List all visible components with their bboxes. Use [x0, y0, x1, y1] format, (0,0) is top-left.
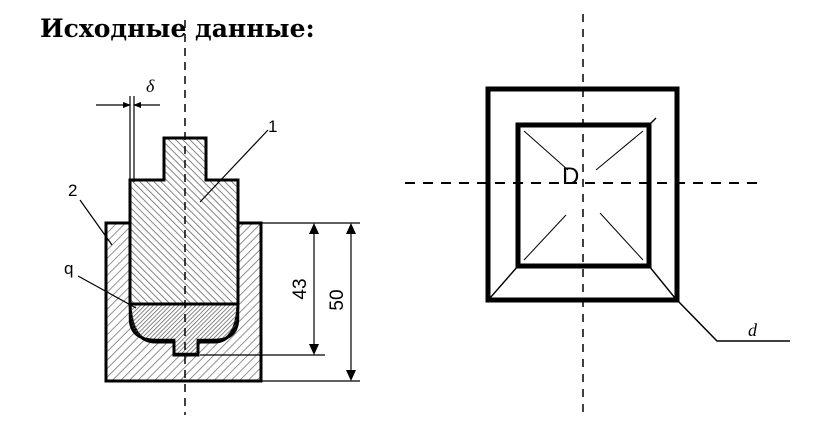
- diag-inner-tr: [595, 130, 644, 171]
- punch: [128, 136, 240, 306]
- dim-50-arrow-top: [346, 223, 356, 234]
- chamfer-br: [648, 265, 676, 299]
- part1-label: 1: [268, 117, 277, 136]
- dim-50-arrow-bottom: [346, 370, 356, 381]
- part2-label: 2: [68, 181, 77, 200]
- d-label: d: [748, 320, 758, 340]
- dim-50-label: 50: [327, 289, 348, 310]
- workpiece-layer: [128, 302, 240, 356]
- part1-leader: [199, 129, 269, 203]
- dim-43-label: 43: [290, 278, 311, 299]
- q-leader: [77, 275, 137, 309]
- dim-43-arrow-top: [309, 223, 319, 234]
- d-leader: [676, 299, 790, 342]
- delta-label: δ: [146, 76, 155, 96]
- section-view: δ 1 2 q 43 50: [64, 20, 360, 415]
- chamfer-tr: [648, 117, 657, 126]
- diameter-D-label: D: [562, 163, 579, 190]
- part2-leader: [79, 199, 113, 246]
- plan-view: D d: [405, 14, 790, 415]
- diag-inner-bl: [523, 214, 567, 261]
- diag-inner-tl: [523, 130, 569, 171]
- chamfer-bl: [489, 265, 519, 299]
- q-label: q: [64, 259, 73, 278]
- diag-inner-br: [599, 212, 644, 261]
- dim-43-arrow-bottom: [309, 344, 319, 355]
- page-title: Исходные данные:: [40, 14, 315, 43]
